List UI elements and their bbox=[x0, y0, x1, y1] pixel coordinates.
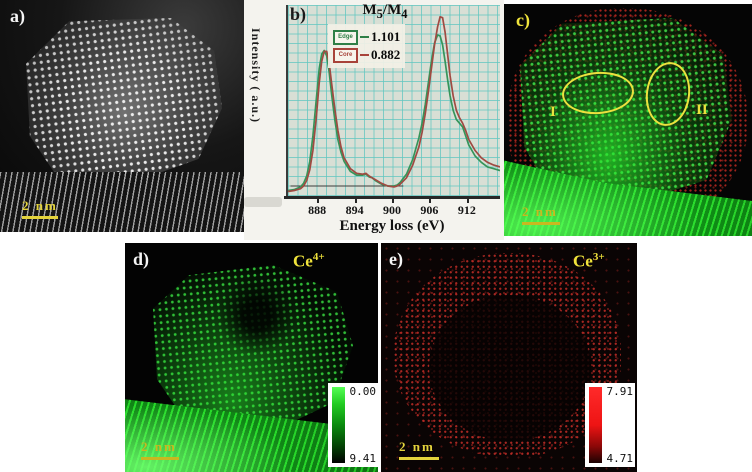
panel-a-haadf-image: a) 2 nm bbox=[0, 0, 244, 232]
panel-d-ce4-map: d) Ce4+ 0.00 9.41 2 nm bbox=[125, 243, 378, 472]
legend-swatch-edge: Edge bbox=[333, 29, 358, 45]
support-lattice-fringes bbox=[0, 172, 244, 232]
brightness-overlay bbox=[26, 18, 222, 182]
ce4-particle-map bbox=[153, 265, 353, 433]
colorbar-max-label: 0.00 bbox=[349, 385, 377, 398]
x-axis-line bbox=[284, 196, 500, 199]
panel-e-ce3-map: e) Ce3+ 7.91 4.71 2 nm bbox=[381, 243, 637, 472]
scalebar-text: 2 nm bbox=[522, 204, 558, 219]
ui-remnant-strip bbox=[244, 197, 282, 207]
y-axis-label: Intensity ( a.u.) bbox=[249, 28, 263, 124]
ion-label-ce4: Ce4+ bbox=[293, 251, 325, 271]
roi-label-I: I bbox=[550, 104, 556, 120]
legend: Edge 1.101 Core 0.882 bbox=[328, 24, 406, 68]
colorbar-max-label: 7.91 bbox=[606, 385, 634, 398]
roi-label-II: II bbox=[696, 102, 708, 118]
panel-label-a: a) bbox=[10, 6, 25, 26]
chart-title: M5/M4 bbox=[362, 2, 408, 21]
x-tick-label: 906 bbox=[420, 203, 439, 217]
shell-interior-dimmer bbox=[429, 295, 591, 441]
panel-label-e: e) bbox=[389, 249, 403, 269]
legend-value: 0.882 bbox=[371, 47, 401, 62]
scalebar-line bbox=[22, 216, 58, 219]
colorbar-ce3: 7.91 4.71 bbox=[585, 383, 635, 467]
nanoparticle-lattice bbox=[26, 18, 222, 182]
spectrum-svg bbox=[287, 15, 501, 193]
x-tick-mark bbox=[466, 199, 469, 203]
scalebar-text: 2 nm bbox=[141, 439, 177, 454]
scalebar-a: 2 nm bbox=[22, 198, 58, 219]
x-tick-label: 894 bbox=[345, 203, 364, 217]
scalebar-text: 2 nm bbox=[399, 439, 435, 454]
scalebar-d: 2 nm bbox=[141, 439, 179, 460]
brightness-overlay bbox=[520, 18, 732, 202]
colorbar-gradient bbox=[332, 387, 345, 463]
ce4-particle-map bbox=[520, 18, 732, 202]
scalebar-c: 2 nm bbox=[522, 204, 560, 225]
x-tick-label: 912 bbox=[457, 203, 476, 217]
panel-c-composite-map: I II c) 2 nm bbox=[504, 4, 752, 236]
legend-row: Edge 1.101 bbox=[333, 29, 400, 45]
scalebar-line bbox=[399, 457, 439, 460]
legend-value: 1.101 bbox=[371, 29, 401, 44]
x-tick-label: 900 bbox=[383, 203, 401, 217]
x-tick-mark bbox=[429, 199, 432, 203]
colorbar-min-label: 4.71 bbox=[606, 452, 634, 465]
x-axis-label: Energy loss (eV) bbox=[339, 218, 445, 234]
scalebar-line bbox=[522, 222, 560, 225]
x-tick-mark bbox=[317, 199, 320, 203]
colorbar-ce4: 0.00 9.41 bbox=[328, 383, 378, 467]
panel-label-c: c) bbox=[516, 10, 530, 30]
panel-b-eels-spectrum: b) Intensity ( a.u.) M5/M4 Edge 1.101 Core… bbox=[244, 0, 504, 240]
colorbar-min-label: 9.41 bbox=[349, 452, 377, 465]
colorbar-gradient bbox=[589, 387, 602, 463]
scalebar-text: 2 nm bbox=[22, 198, 58, 213]
panel-label-b: b) bbox=[290, 4, 307, 24]
scalebar-line bbox=[141, 457, 179, 460]
legend-dash bbox=[360, 36, 369, 38]
spectrum-curve-core bbox=[287, 15, 501, 193]
legend-swatch-core: Core bbox=[333, 47, 358, 63]
legend-dash bbox=[360, 54, 369, 56]
scalebar-e: 2 nm bbox=[399, 439, 439, 460]
x-tick-label: 888 bbox=[308, 203, 327, 217]
ion-label-ce3: Ce3+ bbox=[573, 251, 605, 271]
panel-label-d: d) bbox=[133, 249, 150, 269]
legend-row: Core 0.882 bbox=[333, 47, 400, 63]
brightness-overlay bbox=[153, 265, 353, 433]
x-tick-mark bbox=[354, 199, 357, 203]
x-tick-mark bbox=[392, 199, 394, 203]
spectrum-curve-edge bbox=[287, 34, 501, 192]
